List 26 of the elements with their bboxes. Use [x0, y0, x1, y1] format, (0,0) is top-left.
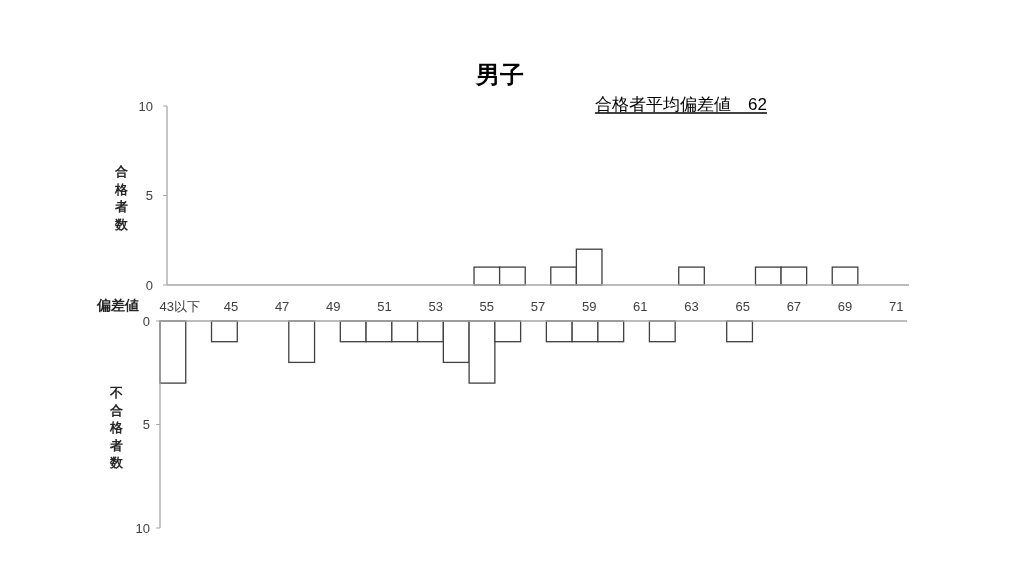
x-tick-label: 45	[223, 299, 239, 314]
x-tick-label: 51	[377, 299, 392, 314]
x-tick-label: 65	[735, 299, 750, 314]
x-tick-label: 69	[837, 299, 853, 314]
annotation: 合格者平均偏差値 62	[595, 95, 767, 114]
y-tick-label: 10	[135, 520, 150, 536]
y-tick-label: 0	[145, 277, 153, 293]
y-tick-label: 5	[145, 188, 153, 203]
x-tick-label: 67	[786, 299, 802, 314]
y-axis-title: 不合格者数	[108, 385, 124, 471]
x-tick-label: 43以下	[159, 299, 201, 314]
x-tick-label: 53	[428, 299, 443, 314]
x-tick-label: 63	[684, 299, 699, 314]
x-tick-label: 59	[581, 299, 597, 314]
x-tick-label: 61	[633, 299, 648, 314]
x-tick-label: 57	[530, 299, 546, 314]
y-tick-label: 5	[142, 417, 150, 432]
x-axis-title: 偏差値	[96, 297, 139, 313]
y-tick-label: 10	[138, 98, 153, 114]
x-tick-label: 71	[888, 299, 904, 314]
x-tick-label: 55	[479, 299, 495, 314]
x-tick-label: 47	[274, 299, 290, 314]
y-axis-title: 合格者数	[113, 164, 129, 232]
y-tick-label: 0	[142, 313, 150, 329]
x-tick-label: 49	[326, 299, 341, 314]
chart-title: 男子	[475, 61, 524, 88]
